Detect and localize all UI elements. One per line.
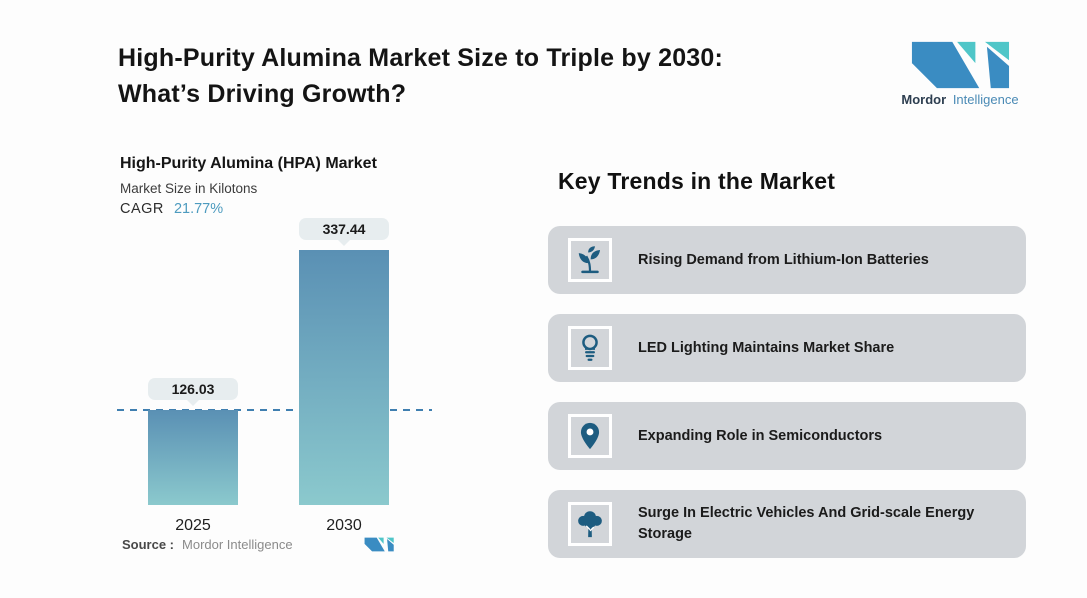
trend-label: LED Lighting Maintains Market Share [638, 339, 895, 356]
trend-label: Expanding Role in Semiconductors [638, 427, 883, 444]
trend-label: Surge In Electric Vehicles And Grid-scal… [638, 505, 975, 542]
chart-subtitle: Market Size in Kilotons [120, 181, 258, 196]
trend-card-semiconductors: Expanding Role in Semiconductors [548, 402, 1026, 470]
trend-cards: Rising Demand from Lithium-Ion Batteries… [548, 226, 1026, 558]
value-label-2030: 337.44 [299, 218, 389, 240]
key-trends-section: Key Trends in the Market Rising Demand f… [548, 166, 1026, 558]
mordor-logo-icon [911, 41, 1010, 89]
x-axis-label-2025: 2025 [175, 517, 211, 534]
source-attribution: Source : Mordor Intelligence [122, 537, 394, 552]
mordor-intelligence-logo: Mordor Intelligence [896, 40, 1024, 107]
source-label: Source : [122, 537, 175, 552]
trend-label: Rising Demand from Lithium-Ion Batteries [638, 251, 929, 268]
icon-tile [568, 414, 612, 458]
trend-card-led-lighting: LED Lighting Maintains Market Share [548, 314, 1026, 382]
trends-heading: Key Trends in the Market [558, 168, 836, 194]
logo-word-intelligence: Intelligence [952, 92, 1019, 107]
value-label-2025: 126.03 [148, 377, 238, 400]
seedling-icon [578, 246, 600, 274]
bar-2025 [148, 409, 238, 505]
page-title: High-Purity Alumina Market Size to Tripl… [118, 40, 878, 112]
bar-group-2025: 126.03 [148, 377, 238, 505]
map-pin-icon [580, 422, 600, 450]
reference-dashed-line [117, 408, 432, 411]
bar-2030 [299, 250, 389, 505]
icon-tile [568, 238, 612, 282]
trend-card-ev-energy-storage: Surge In Electric Vehicles And Grid-scal… [548, 490, 1026, 558]
value-label-pointer [338, 240, 350, 246]
mordor-logo-mini-icon [364, 537, 394, 552]
logo-word-mordor: Mordor [901, 92, 947, 107]
page-title-line1: High-Purity Alumina Market Size to Tripl… [118, 44, 724, 72]
tree-icon [578, 511, 602, 538]
chart-title: High-Purity Alumina (HPA) Market [120, 155, 377, 172]
logo-wordmark: Mordor Intelligence [896, 92, 1024, 107]
hpa-market-chart: High-Purity Alumina (HPA) Market Market … [117, 155, 435, 575]
x-axis-label-2030: 2030 [326, 517, 362, 534]
icon-tile [568, 502, 612, 546]
bar-plot-area: 126.03 337.44 2025 2030 [117, 218, 435, 534]
value-text-2025: 126.03 [171, 380, 215, 397]
trend-card-lithium-batteries: Rising Demand from Lithium-Ion Batteries [548, 226, 1026, 294]
cagr-label: CAGR [120, 201, 164, 217]
source-value: Mordor Intelligence [182, 537, 293, 552]
bar-group-2030: 337.44 [299, 218, 389, 505]
value-label-pointer [187, 399, 199, 406]
lightbulb-icon [582, 334, 598, 361]
value-text-2030: 337.44 [322, 221, 366, 237]
cagr-value: 21.77% [173, 201, 224, 217]
cagr-line: CAGR 21.77% [120, 201, 223, 217]
icon-tile [568, 326, 612, 370]
page-title-line2: What’s Driving Growth? [118, 80, 407, 108]
